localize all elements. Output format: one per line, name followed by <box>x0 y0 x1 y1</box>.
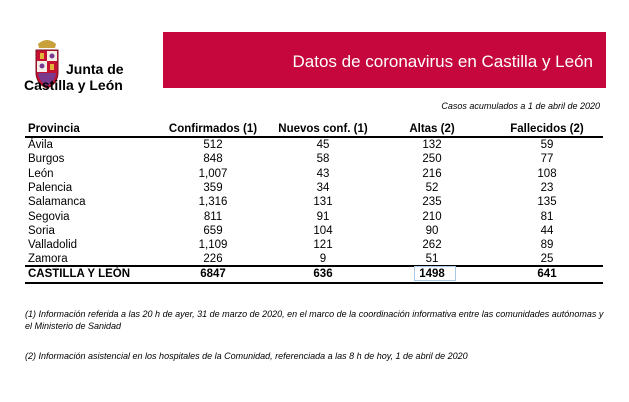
total-cell: 6847 <box>200 268 226 280</box>
table-cell: 104 <box>313 224 333 237</box>
table-cell: 91 <box>316 210 330 223</box>
total-cell: CASTILLA Y LEÓN <box>28 268 131 280</box>
table-cell: 210 <box>422 210 442 223</box>
rule <box>25 136 603 138</box>
table-cell: 512 <box>203 139 223 151</box>
table-cell: 81 <box>540 210 554 223</box>
table-cell: 235 <box>422 196 442 209</box>
total-cell: 1498 <box>419 268 445 280</box>
row-label: Valladolid <box>28 239 78 252</box>
table-cell: 121 <box>313 239 333 252</box>
row-label: Salamanca <box>28 196 86 209</box>
footnote: (1) Información referida a las 20 h de a… <box>25 309 604 331</box>
table-cell: 51 <box>425 253 439 266</box>
title-banner <box>163 32 606 88</box>
row-label: Palencia <box>28 181 73 194</box>
table-cell: 216 <box>422 167 442 180</box>
title: Datos de coronavirus en Castilla y León <box>292 52 594 71</box>
row-label: Zamora <box>28 253 68 266</box>
table-cell: 90 <box>425 224 439 237</box>
table-cell: 1,316 <box>198 196 228 209</box>
table-cell: 132 <box>422 139 442 151</box>
table-cell: 89 <box>540 239 554 252</box>
table-cell: 59 <box>540 139 554 151</box>
table-cell: 9 <box>319 253 327 266</box>
table-cell: 811 <box>203 210 223 223</box>
rule <box>25 265 603 267</box>
total-cell: 641 <box>537 268 557 280</box>
table-cell: 108 <box>537 167 557 180</box>
rule <box>25 282 603 284</box>
table-cell: 23 <box>540 181 554 194</box>
table-cell: 1,109 <box>198 239 228 252</box>
logo-line2: Castilla y León <box>24 77 123 93</box>
table-cell: 58 <box>316 153 330 166</box>
table-cell: 848 <box>203 153 223 166</box>
table-cell: 131 <box>313 196 333 209</box>
column-header: Nuevos conf. (1) <box>278 123 368 135</box>
logo-line1: Junta de <box>66 61 124 77</box>
column-header: Altas (2) <box>409 123 455 135</box>
column-header: Provincia <box>28 123 80 135</box>
crest <box>35 40 59 89</box>
table-cell: 77 <box>540 153 554 166</box>
table-cell: 250 <box>422 153 442 166</box>
row-label: León <box>28 167 54 180</box>
table-cell: 43 <box>316 167 330 180</box>
total-cell: 636 <box>313 268 333 280</box>
row-label: Ávila <box>28 139 53 151</box>
table-cell: 359 <box>203 181 223 194</box>
column-header: Confirmados (1) <box>168 123 258 135</box>
table-cell: 226 <box>203 253 223 266</box>
table-cell: 659 <box>203 224 223 237</box>
table-cell: 25 <box>540 253 554 266</box>
table-cell: 1,007 <box>198 167 228 180</box>
table-cell: 45 <box>316 139 330 151</box>
column-header: Fallecidos (2) <box>510 123 584 135</box>
table-cell: 34 <box>316 181 330 194</box>
table-cell: 52 <box>425 181 439 194</box>
footnote: (2) Información asistencial en los hospi… <box>25 351 468 361</box>
table-cell: 262 <box>422 239 442 252</box>
table-cell: 135 <box>537 196 557 209</box>
row-label: Segovia <box>28 210 70 223</box>
subtitle: Casos acumulados a 1 de abril de 2020 <box>441 101 600 111</box>
table-cell: 44 <box>540 224 554 237</box>
highlight-box <box>414 266 456 281</box>
row-label: Burgos <box>28 153 65 166</box>
row-label: Soria <box>28 224 55 237</box>
